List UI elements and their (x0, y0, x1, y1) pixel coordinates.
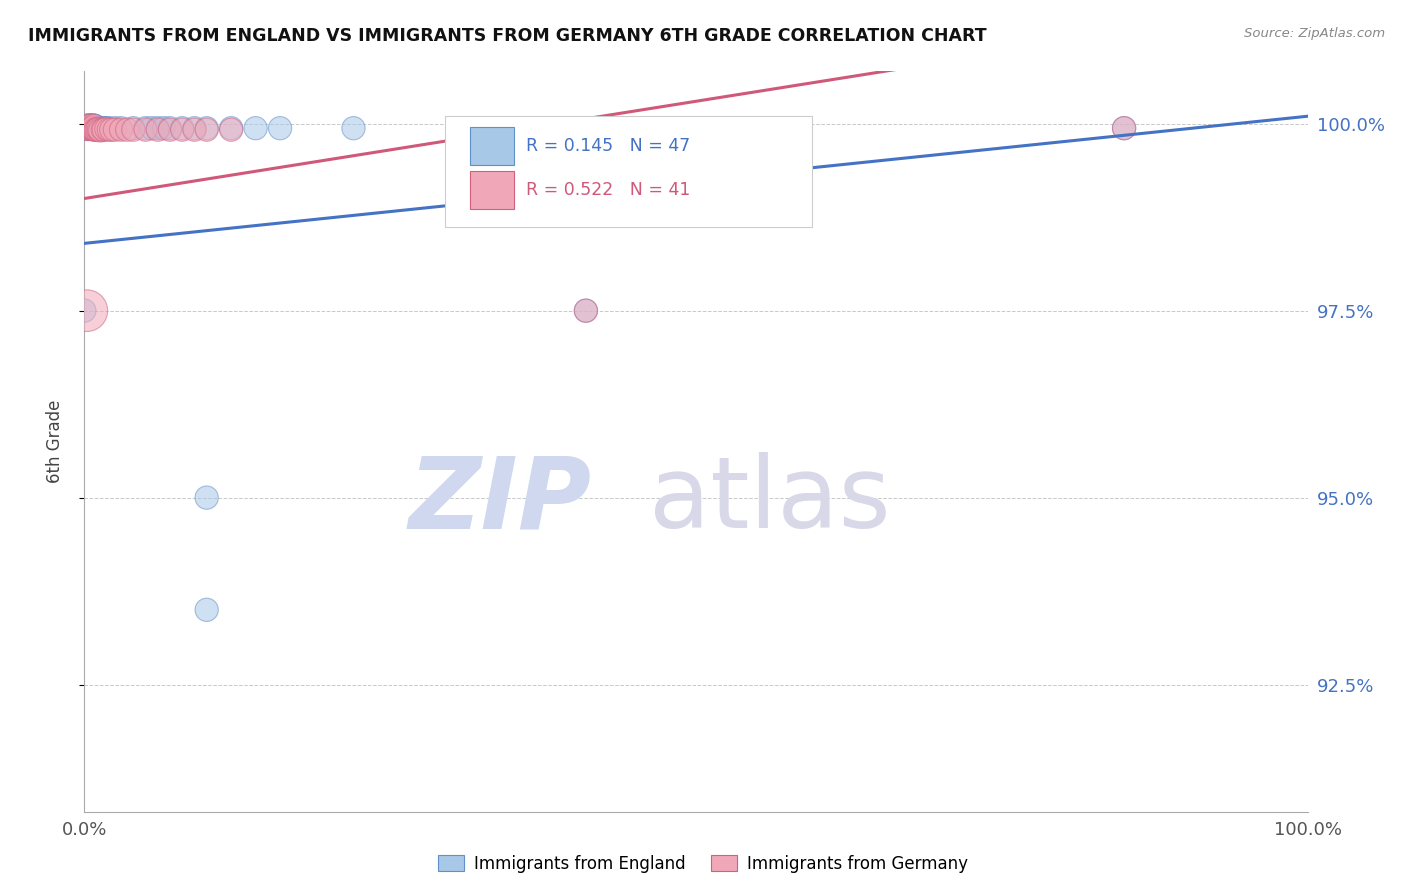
Point (93, 121, 115, 136)
Point (195, 121, 218, 136)
Point (87, 121, 110, 136)
Point (100, 122, 122, 136)
Point (1114, 121, 1136, 136)
Point (82, 122, 104, 136)
Point (146, 122, 169, 136)
Point (104, 121, 127, 136)
Point (76, 122, 98, 136)
Text: IMMIGRANTS FROM ENGLAND VS IMMIGRANTS FROM GERMANY 6TH GRADE CORRELATION CHART: IMMIGRANTS FROM ENGLAND VS IMMIGRANTS FR… (28, 27, 987, 45)
FancyBboxPatch shape (470, 171, 513, 210)
Point (83, 122, 105, 136)
Point (80, 121, 103, 136)
Point (575, 303, 598, 318)
Point (82, 122, 104, 136)
Point (80, 120, 103, 134)
Point (1114, 121, 1136, 136)
Point (83, 119, 105, 133)
Point (159, 122, 181, 136)
Point (86, 122, 108, 136)
Point (87, 121, 110, 136)
Text: R = 0.145   N = 47: R = 0.145 N = 47 (526, 136, 690, 155)
Point (77, 121, 100, 136)
Point (84, 119, 107, 133)
Point (96, 122, 118, 136)
Point (153, 121, 176, 136)
Point (77, 121, 100, 136)
Point (172, 122, 194, 136)
Point (84, 122, 107, 136)
Point (77, 122, 100, 136)
Point (110, 121, 132, 136)
FancyBboxPatch shape (446, 116, 813, 227)
Point (245, 121, 267, 136)
Point (97, 122, 120, 136)
Point (115, 122, 138, 136)
Point (89, 121, 111, 136)
Point (219, 121, 242, 136)
Point (146, 121, 169, 136)
Point (79, 122, 101, 136)
Text: ZIP: ZIP (409, 452, 592, 549)
Point (342, 121, 364, 136)
Point (110, 122, 132, 136)
Point (87, 122, 110, 136)
Point (141, 121, 163, 136)
Y-axis label: 6th Grade: 6th Grade (45, 400, 63, 483)
Point (575, 303, 598, 318)
Point (91, 122, 114, 136)
Point (77, 119, 100, 133)
Point (76, 303, 98, 318)
Point (80, 121, 103, 136)
Point (82, 120, 104, 134)
Point (79, 121, 101, 136)
Point (79, 119, 101, 133)
Point (96, 121, 118, 136)
Point (83, 121, 105, 136)
Point (83, 119, 105, 133)
Point (122, 121, 145, 136)
Point (219, 122, 242, 136)
Point (80, 118, 103, 132)
Point (104, 122, 127, 136)
Point (75, 120, 97, 135)
Point (76, 121, 98, 136)
Point (79, 119, 101, 133)
Point (77, 119, 100, 133)
Point (195, 122, 218, 136)
Text: Source: ZipAtlas.com: Source: ZipAtlas.com (1244, 27, 1385, 40)
Point (159, 121, 181, 136)
Point (76, 119, 98, 133)
Point (183, 122, 205, 136)
Point (87, 122, 110, 136)
Point (75, 121, 97, 136)
Point (195, 603, 218, 617)
Point (93, 122, 115, 136)
Point (91, 121, 114, 136)
Point (77, 121, 100, 136)
Point (135, 122, 157, 136)
Point (183, 121, 205, 136)
Point (84, 122, 107, 136)
Point (82, 118, 104, 132)
Legend: Immigrants from England, Immigrants from Germany: Immigrants from England, Immigrants from… (430, 848, 976, 880)
Point (89, 123, 111, 137)
Point (135, 121, 157, 136)
Point (172, 121, 194, 136)
Point (97, 121, 120, 136)
Point (122, 122, 145, 136)
Point (195, 491, 218, 505)
Point (77, 120, 100, 134)
Text: R = 0.522   N = 41: R = 0.522 N = 41 (526, 181, 690, 199)
Point (269, 121, 291, 136)
Point (86, 121, 108, 136)
Text: atlas: atlas (648, 452, 890, 549)
FancyBboxPatch shape (470, 127, 513, 165)
Point (77, 118, 100, 132)
Point (73, 303, 96, 318)
